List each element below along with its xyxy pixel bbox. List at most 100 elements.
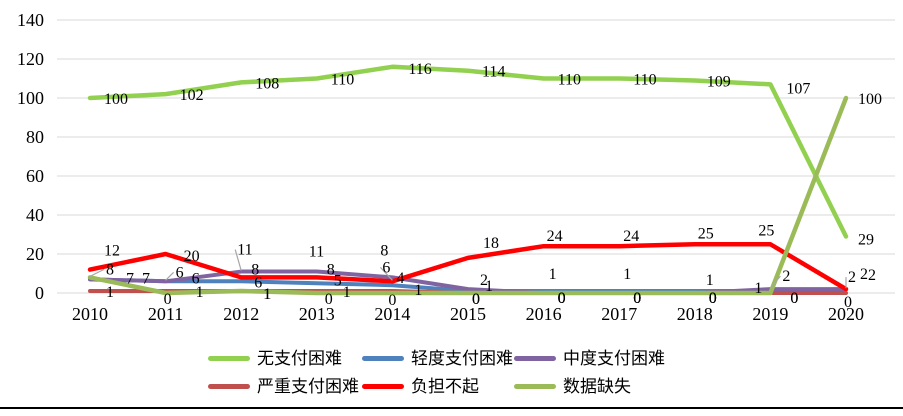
legend-label: 负担不起 (411, 376, 479, 396)
data-label: 116 (408, 61, 431, 78)
data-label: 11 (237, 242, 252, 259)
data-label: 0 (633, 290, 641, 307)
data-label: 1 (414, 282, 422, 299)
data-label: 6 (192, 270, 200, 287)
legend-swatch-icon (208, 355, 250, 361)
data-label: 20 (184, 248, 200, 265)
data-label: 110 (331, 72, 354, 89)
data-label: 0 (709, 290, 717, 307)
data-label: 1 (263, 286, 271, 303)
data-label: 100 (104, 91, 128, 108)
x-axis-tick-label: 2013 (299, 304, 335, 324)
legend-swatch-icon (208, 383, 250, 389)
legend-label: 数据缺失 (563, 376, 631, 396)
data-label: 1 (754, 280, 762, 297)
data-label: 0 (388, 292, 396, 309)
data-label: 0 (844, 294, 852, 311)
data-label: 1 (106, 284, 114, 301)
data-label: 0 (558, 290, 566, 307)
x-axis-tick-label: 2012 (223, 304, 259, 324)
x-axis-tick-label: 2014 (374, 304, 410, 324)
data-label: 2 (480, 272, 488, 289)
data-label: 108 (255, 75, 279, 92)
legend-item: 负担不起 (362, 372, 514, 400)
legend-label: 轻度支付困难 (411, 348, 513, 368)
data-label: 4 (396, 270, 404, 287)
legend-swatch-icon (514, 355, 556, 361)
data-label: 1 (263, 286, 271, 303)
data-label: 110 (558, 72, 581, 89)
data-label: 114 (482, 64, 505, 81)
data-label: 110 (633, 72, 656, 89)
data-label: 8 (251, 261, 259, 278)
legend-item: 数据缺失 (514, 372, 665, 400)
data-label: 6 (382, 259, 390, 276)
data-label: 8 (380, 242, 388, 259)
legend-swatch-icon (514, 383, 556, 389)
y-axis-tick-label: 80 (26, 127, 44, 147)
x-axis-tick-label: 2015 (450, 304, 486, 324)
legend-label: 严重支付困难 (257, 376, 359, 396)
data-label: 100 (858, 91, 882, 108)
bottom-border-rule (0, 407, 903, 409)
data-label: 6 (254, 274, 262, 291)
x-axis-tick-label: 2010 (72, 304, 108, 324)
data-label: 11 (309, 244, 324, 261)
legend-swatch-icon (362, 355, 404, 361)
legend-item: 严重支付困难 (208, 372, 362, 400)
data-label: 0 (472, 291, 480, 308)
data-label: 24 (547, 228, 563, 245)
y-axis-tick-label: 100 (17, 88, 44, 108)
data-label: 0 (790, 290, 798, 307)
data-label-leader-line (89, 268, 105, 277)
y-axis-tick-label: 60 (26, 166, 44, 186)
data-label: 0 (709, 290, 717, 307)
data-label: 5 (334, 272, 342, 289)
data-label: 8 (327, 261, 335, 278)
data-label: 0 (472, 291, 480, 308)
data-label: 0 (790, 290, 798, 307)
legend-label: 中度支付困难 (563, 348, 665, 368)
data-label: 18 (483, 235, 499, 252)
data-label: 7 (142, 270, 150, 287)
data-label: 102 (180, 87, 204, 104)
x-axis-tick-label: 2019 (752, 304, 788, 324)
y-axis-tick-label: 40 (26, 205, 44, 225)
x-axis-tick-label: 2018 (677, 304, 713, 324)
y-axis-tick-label: 0 (35, 283, 44, 303)
y-axis-tick-label: 120 (17, 49, 44, 69)
x-axis-tick-label: 2020 (828, 304, 864, 324)
y-axis-tick-label: 20 (26, 244, 44, 264)
data-label: 25 (758, 222, 774, 239)
data-label: 12 (104, 243, 120, 260)
data-label: 29 (858, 231, 874, 248)
data-label: 109 (707, 73, 731, 90)
data-label: 8 (106, 261, 114, 278)
data-label: 1 (549, 266, 557, 283)
data-label: 2 (860, 266, 868, 283)
data-label-leader-line (165, 271, 175, 281)
series-line (87, 95, 849, 296)
data-label: 7 (126, 270, 134, 287)
data-label: 1 (343, 284, 351, 301)
data-label: 1 (623, 266, 631, 283)
x-axis-tick-label: 2017 (601, 304, 637, 324)
legend-item: 中度支付困难 (514, 344, 665, 372)
data-label: 0 (633, 290, 641, 307)
data-label: 107 (786, 80, 810, 97)
data-label: 2 (868, 267, 876, 284)
data-label: 2 (782, 268, 790, 285)
x-axis-tick-label: 2011 (148, 304, 183, 324)
data-label: 0 (633, 290, 641, 307)
data-label: 6 (176, 264, 184, 281)
data-label-leader-line (379, 266, 393, 281)
data-label: 1 (485, 278, 493, 295)
legend-item: 轻度支付困难 (362, 344, 514, 372)
data-label: 0 (325, 291, 333, 308)
series-line (87, 64, 849, 239)
data-label: 0 (558, 290, 566, 307)
legend-label: 无支付困难 (257, 348, 342, 368)
legend-swatch-icon (362, 383, 404, 389)
